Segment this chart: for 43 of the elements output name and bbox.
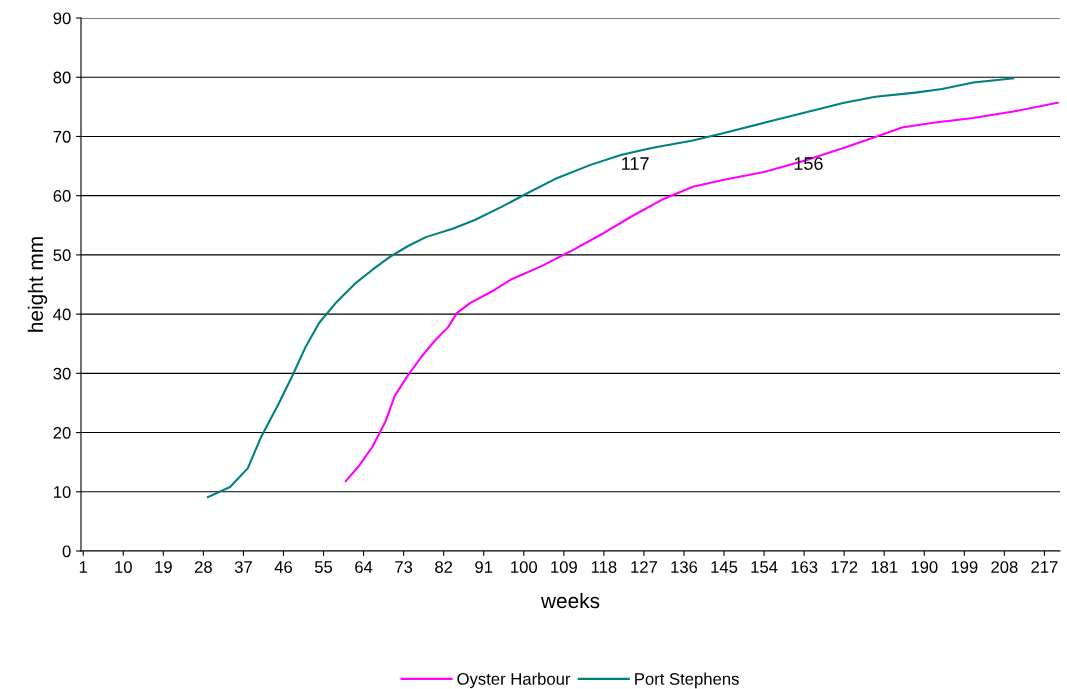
annotation: 117 xyxy=(622,157,649,170)
legend-label: Port Stephens xyxy=(635,672,739,689)
y-tick-label: 20 xyxy=(53,426,71,439)
y-tick-label: 70 xyxy=(53,130,71,143)
x-tick-label: 1 xyxy=(79,561,88,573)
y-tick-label: 10 xyxy=(54,486,71,498)
x-tick-label: 37 xyxy=(234,561,252,573)
annotation: 156 xyxy=(794,157,823,170)
x-tick-label: 28 xyxy=(194,561,212,573)
x-tick-label: 55 xyxy=(314,561,333,573)
y-tick-label: 30 xyxy=(53,367,71,380)
x-tick-label: 154 xyxy=(751,561,778,573)
x-tick-label: 190 xyxy=(911,561,938,573)
x-tick-label: 109 xyxy=(551,561,577,573)
x-tick-label: 19 xyxy=(155,561,172,573)
x-tick-label: 10 xyxy=(115,561,132,573)
x-tick-label: 100 xyxy=(511,561,538,573)
y-tick-label: 50 xyxy=(53,249,71,262)
x-tick-label: 46 xyxy=(274,561,293,573)
y-tick-label: 60 xyxy=(53,190,71,202)
x-tick-label: 181 xyxy=(871,561,898,573)
y-tick-label: 40 xyxy=(53,308,71,321)
x-tick-label: 217 xyxy=(1031,561,1058,573)
line-series xyxy=(206,77,1015,499)
x-tick-label: 127 xyxy=(631,561,657,573)
y-tick-label: 0 xyxy=(62,545,71,558)
x-tick-label: 199 xyxy=(951,561,978,573)
y-axis-title: height mm xyxy=(27,237,48,332)
x-tick-label: 208 xyxy=(991,561,1018,573)
x-tick-label: 118 xyxy=(591,561,617,573)
y-tick-label: 80 xyxy=(53,71,71,84)
x-tick-label: 82 xyxy=(435,561,453,573)
x-tick-label: 64 xyxy=(355,561,373,573)
x-tick-label: 136 xyxy=(671,561,698,573)
x-tick-label: 73 xyxy=(395,561,413,573)
line-series xyxy=(344,101,1059,483)
legend-label: Oyster Harbour xyxy=(457,672,571,689)
y-tick-label: 90 xyxy=(53,12,71,25)
x-tick-label: 145 xyxy=(711,561,738,573)
x-axis-title: weeks xyxy=(540,592,600,609)
x-tick-label: 163 xyxy=(791,561,818,573)
x-tick-label: 172 xyxy=(831,561,858,573)
x-tick-label: 91 xyxy=(475,561,493,573)
